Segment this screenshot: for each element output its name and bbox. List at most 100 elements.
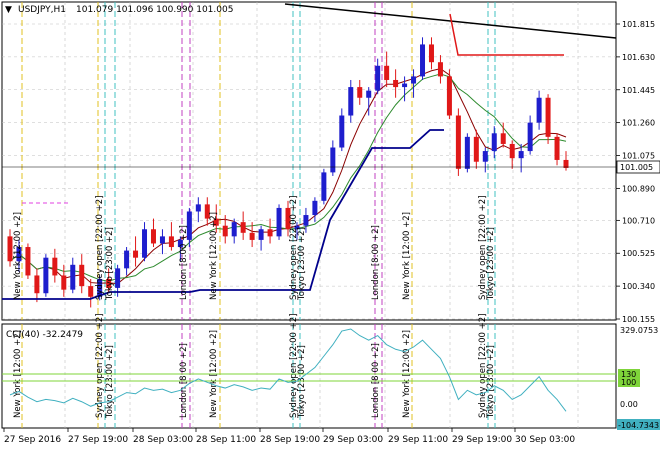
candle-body [195, 204, 201, 212]
current-price-badge [616, 160, 660, 174]
candle-body [294, 225, 300, 230]
candle-body [25, 247, 31, 276]
price-axis-label: 101.260 [622, 119, 655, 128]
candle-body [115, 268, 121, 288]
cci-axis-zero: 0.00 [620, 400, 638, 409]
candle-body [159, 236, 165, 244]
candle-body [554, 136, 560, 160]
cci-current-badge [617, 419, 660, 430]
indicator-pane[interactable] [1, 323, 617, 429]
candle-body [249, 232, 255, 240]
candle-body [348, 87, 354, 116]
candle-body [124, 250, 130, 269]
session-label: Tokyo [23:00 +2] [105, 227, 115, 301]
session-label: Tokyo [23:00 +2] [486, 345, 496, 419]
candle-body [43, 257, 49, 294]
time-axis-label: 27 Sep 19:00 [68, 435, 128, 445]
price-axis-label: 100.890 [622, 184, 655, 193]
candle-body [213, 218, 219, 226]
candle-body [500, 133, 506, 144]
candle-body [420, 44, 426, 77]
candle-body [428, 44, 434, 63]
session-label: Tokyo [23:00 +2] [105, 345, 115, 419]
time-axis: 27 Sep 2016 27 Sep 19:00 28 Sep 03:00 28 Se… [3, 428, 575, 445]
chart-menu-icon[interactable]: ▼ [5, 5, 12, 15]
candle-body [204, 204, 210, 219]
candle-body [455, 115, 461, 169]
candle-body [312, 200, 318, 216]
price-candles [7, 37, 569, 308]
time-axis-label: 28 Sep 19:00 [260, 435, 320, 445]
candle-body [16, 247, 22, 262]
cci-axis-top: 329.0753 [620, 326, 658, 335]
support-line[interactable] [2, 129, 444, 300]
candle-body [142, 229, 148, 258]
candle-body [186, 211, 192, 240]
session-label: Sydney open [22:00 +2] [289, 196, 299, 300]
candle-body [411, 76, 417, 84]
candle-body [393, 79, 399, 88]
candle-body [34, 275, 40, 294]
candle-body [222, 225, 228, 237]
candle-body [240, 222, 246, 233]
candle-body [375, 65, 381, 91]
price-axis-label: 100.710 [622, 216, 655, 225]
candle-body [150, 229, 156, 244]
price-axis: 101.815 101.630 101.445 101.260 101.075 100.8… [616, 20, 655, 324]
candle-body [7, 236, 13, 262]
price-axis-label: 101.630 [622, 53, 655, 62]
time-axis-label: 28 Sep 03:00 [133, 435, 193, 445]
trendline[interactable] [284, 3, 617, 39]
session-label: Tokyo [23:00 +2] [486, 227, 496, 301]
cci-level-130-badge [618, 369, 640, 379]
candle-body [330, 147, 336, 173]
cci-line [9, 328, 567, 412]
price-axis-label: 101.445 [622, 86, 655, 95]
candle-body [518, 151, 524, 159]
session-label: Tokyo [23:00 +2] [297, 227, 307, 301]
candle-body [285, 207, 291, 230]
candle-body [536, 97, 542, 123]
candle-body [482, 151, 488, 162]
candle-body [79, 264, 85, 287]
session-label: London [8:00 +2] [371, 225, 381, 300]
cci-axis-bottom: -104.7343 [618, 421, 659, 430]
candle-body [545, 97, 551, 137]
candle-body [509, 143, 515, 159]
time-axis-label: 29 Sep 19:00 [452, 435, 512, 445]
candle-body [70, 264, 76, 290]
price-axis-label: 100.525 [622, 249, 655, 258]
candle-body [168, 236, 174, 248]
session-label: Sydney open [22:00 +2] [95, 196, 105, 300]
session-label: New York [12:00 +2] [402, 212, 412, 300]
candle-body [473, 136, 479, 162]
session-label: Sydney open [22:00 +2] [478, 314, 488, 418]
resistance-line[interactable] [449, 13, 564, 56]
time-axis-label: 29 Sep 11:00 [388, 435, 448, 445]
candle-body [402, 83, 408, 88]
candle-body [97, 279, 103, 297]
price-axis-label: 100.155 [622, 315, 655, 324]
cci-level-100-badge [618, 377, 640, 387]
price-axis-label: 101.815 [622, 20, 655, 29]
ohlc-label: 101.079 101.096 100.990 101.005 [76, 5, 233, 15]
time-axis-label: 29 Sep 03:00 [323, 435, 383, 445]
time-axis-label: 28 Sep 11:00 [196, 435, 256, 445]
cci-level-130-label: 130 [621, 370, 636, 379]
session-lines [21, 2, 496, 428]
candle-body [437, 62, 443, 77]
cci-level-100-label: 100 [621, 378, 636, 387]
time-axis-label: 27 Sep 2016 [4, 435, 61, 445]
session-label: Tokyo [23:00 +2] [297, 345, 307, 419]
current-price-label: 101.005 [620, 163, 653, 172]
session-label: Sydney open [22:00 +2] [289, 314, 299, 418]
candle-body [61, 275, 67, 290]
candle-body [446, 76, 452, 116]
candle-body [527, 122, 533, 152]
candle-body [357, 87, 363, 98]
session-label: Sydney open [22:00 +2] [95, 314, 105, 418]
candle-body [267, 229, 273, 237]
candle-body [339, 115, 345, 148]
candle-body [384, 65, 390, 80]
